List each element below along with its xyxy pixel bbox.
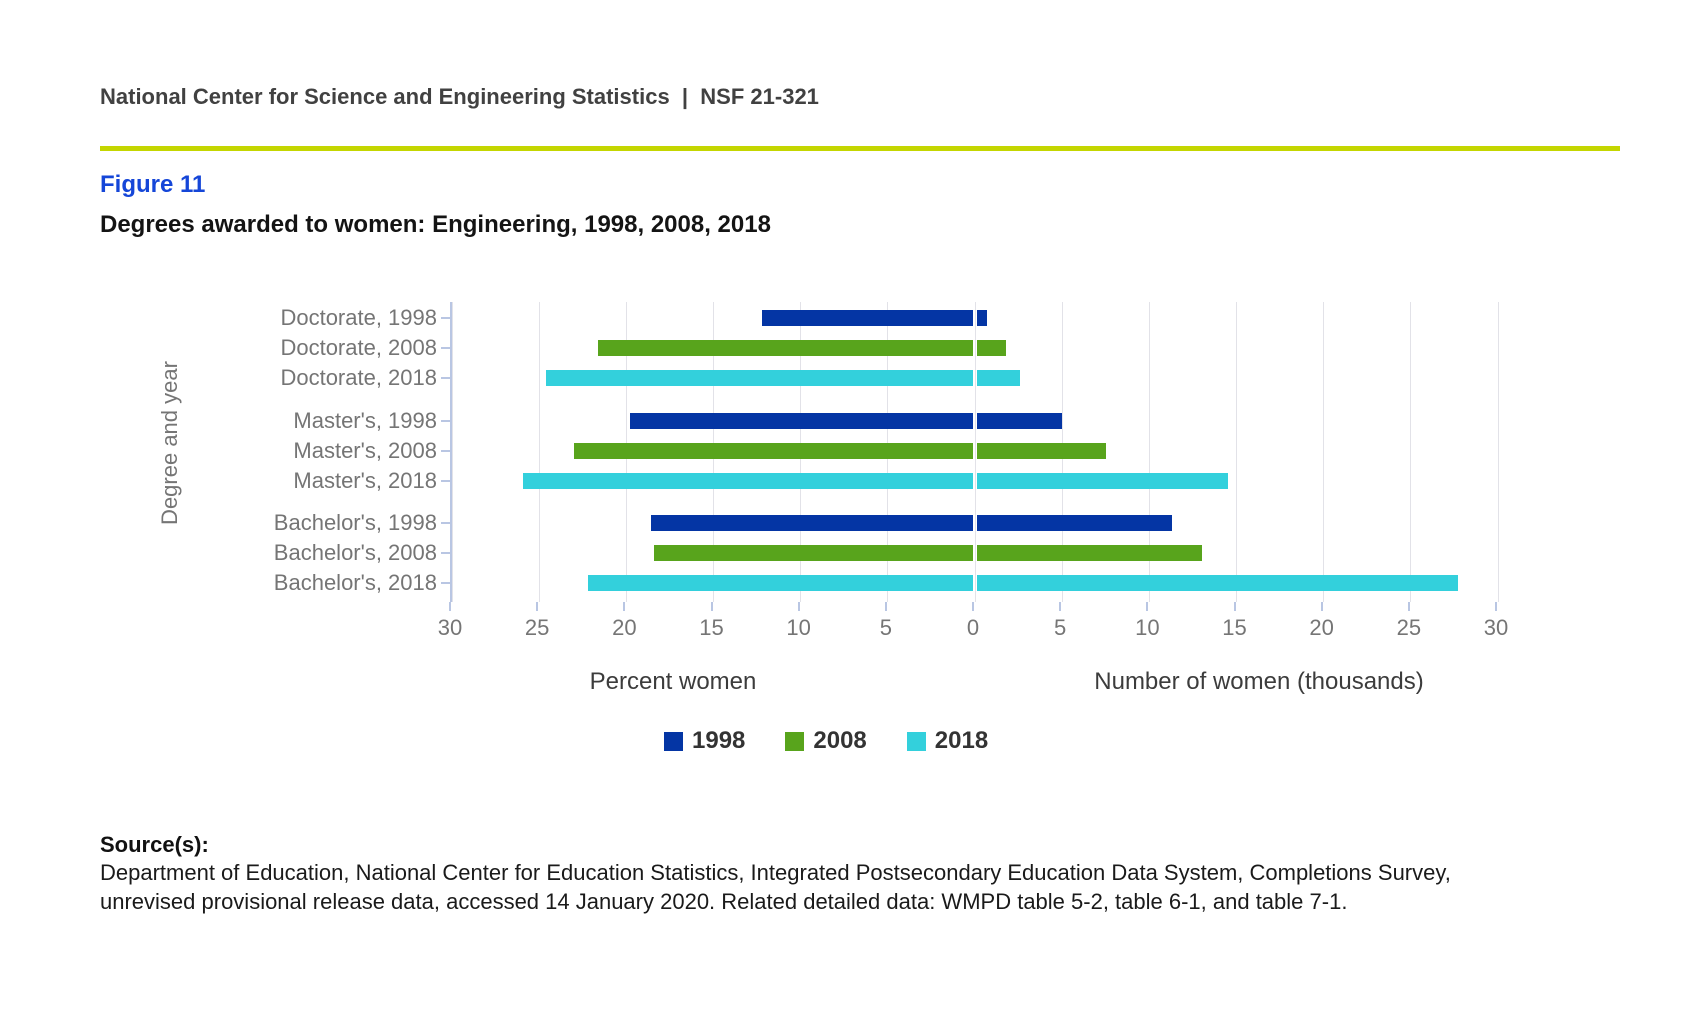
x-axis-tick bbox=[623, 602, 626, 611]
bar-number-doctorate-2018 bbox=[976, 370, 1021, 386]
x-tick-label: 15 bbox=[699, 615, 724, 640]
divider-rule bbox=[100, 146, 1620, 151]
source-line: unrevised provisional release data, acce… bbox=[100, 889, 1348, 914]
y-axis-tick bbox=[441, 552, 451, 554]
gridline bbox=[1323, 302, 1325, 602]
x-tick-label: 25 bbox=[1396, 615, 1422, 640]
bar-percent-masters-2018 bbox=[523, 472, 974, 489]
source-text: Department of Education, National Center… bbox=[100, 858, 1560, 916]
figure-title: Degrees awarded to women: Engineering, 1… bbox=[100, 211, 771, 238]
legend-item-2008: 2008 bbox=[785, 727, 867, 755]
x-tick-label: 5 bbox=[1054, 615, 1067, 640]
x-axis-tick bbox=[884, 602, 887, 611]
bar-number-masters-2008 bbox=[976, 442, 1106, 459]
x-axis-tick bbox=[1233, 602, 1236, 611]
x-axis-tick bbox=[972, 602, 974, 611]
x-axis-tick bbox=[710, 602, 713, 611]
x-axis-tick bbox=[1495, 602, 1497, 611]
x-axis-tick bbox=[797, 602, 800, 611]
bar-percent-doctorate-1998 bbox=[762, 310, 974, 326]
legend-swatch-1998 bbox=[664, 731, 683, 751]
figure-number: Figure 11 bbox=[100, 171, 206, 198]
x-tick-label: 20 bbox=[1309, 615, 1334, 640]
x-axis-title-right: Number of women (thousands) bbox=[1094, 668, 1424, 695]
x-axis-tick bbox=[1146, 602, 1149, 611]
x-tick-label: 20 bbox=[612, 615, 637, 640]
x-tick-label: 15 bbox=[1222, 615, 1247, 640]
x-axis-tick bbox=[1320, 602, 1323, 611]
legend-item-1998: 1998 bbox=[664, 727, 745, 755]
gridline bbox=[1148, 302, 1150, 602]
bar-number-masters-2018 bbox=[976, 472, 1228, 489]
category-label: Bachelor's, 2018 bbox=[273, 570, 437, 595]
bar-number-bachelors-2018 bbox=[976, 575, 1458, 591]
x-tick-label: 0 bbox=[966, 615, 980, 640]
legend-swatch-2018 bbox=[906, 731, 926, 751]
gridline bbox=[1497, 302, 1499, 602]
category-label: Doctorate, 2008 bbox=[280, 335, 437, 360]
category-label: Doctorate, 2018 bbox=[280, 365, 437, 390]
bar-percent-masters-1998 bbox=[629, 412, 974, 429]
legend-item-2018: 2018 bbox=[906, 727, 989, 755]
x-tick-label: 30 bbox=[1483, 615, 1509, 640]
legend-label: 1998 bbox=[692, 727, 746, 754]
category-label: Master's, 2008 bbox=[293, 437, 437, 463]
x-axis-tick bbox=[1407, 602, 1410, 611]
gridline bbox=[538, 302, 540, 602]
x-tick-label: 30 bbox=[437, 615, 463, 640]
x-tick-label: 10 bbox=[786, 615, 811, 640]
bar-percent-bachelors-2018 bbox=[587, 575, 974, 591]
y-axis-tick bbox=[441, 479, 451, 482]
bar-percent-doctorate-2018 bbox=[546, 370, 974, 386]
y-axis-tick bbox=[441, 347, 451, 349]
bar-number-bachelors-2008 bbox=[976, 545, 1202, 561]
gridline bbox=[451, 302, 453, 602]
gridline bbox=[1236, 302, 1237, 602]
category-label: Doctorate, 1998 bbox=[280, 305, 437, 330]
bar-percent-masters-2008 bbox=[574, 442, 974, 459]
gridline bbox=[974, 302, 976, 602]
chart-legend: 1998 2008 2018 bbox=[664, 727, 988, 755]
bar-number-doctorate-2008 bbox=[976, 340, 1007, 356]
x-axis-tick bbox=[1059, 602, 1062, 611]
bar-number-bachelors-1998 bbox=[976, 515, 1172, 531]
source-heading: Source(s): bbox=[100, 832, 209, 857]
x-tick-label: 10 bbox=[1135, 615, 1160, 640]
legend-label: 2008 bbox=[813, 727, 867, 754]
category-label: Master's, 2018 bbox=[293, 467, 437, 493]
x-tick-label: 5 bbox=[879, 615, 892, 640]
category-label: Master's, 1998 bbox=[293, 407, 437, 433]
plot-area bbox=[450, 302, 1499, 602]
x-axis-tick bbox=[536, 602, 539, 611]
y-axis-tick bbox=[441, 522, 451, 524]
report-header: National Center for Science and Engineer… bbox=[100, 84, 819, 109]
x-axis-tick bbox=[449, 602, 451, 611]
y-axis-tick bbox=[441, 582, 451, 584]
y-axis-tick bbox=[441, 377, 451, 379]
y-axis-tick bbox=[441, 419, 451, 422]
x-axis-title-left: Percent women bbox=[589, 668, 757, 695]
category-label: Bachelor's, 2008 bbox=[273, 540, 437, 565]
category-label: Bachelor's, 1998 bbox=[273, 510, 437, 535]
bar-number-masters-1998 bbox=[976, 412, 1063, 429]
y-axis-tick bbox=[441, 449, 451, 452]
bar-percent-bachelors-1998 bbox=[650, 515, 974, 531]
bar-percent-doctorate-2008 bbox=[598, 340, 974, 356]
x-tick-label: 25 bbox=[524, 615, 550, 640]
bar-number-doctorate-1998 bbox=[976, 310, 988, 326]
legend-swatch-2008 bbox=[785, 731, 805, 751]
bar-percent-bachelors-2008 bbox=[654, 545, 974, 561]
source-line: Department of Education, National Center… bbox=[100, 860, 1451, 885]
legend-label: 2018 bbox=[934, 727, 989, 754]
gridline bbox=[1410, 302, 1412, 602]
y-axis-tick bbox=[441, 317, 451, 319]
